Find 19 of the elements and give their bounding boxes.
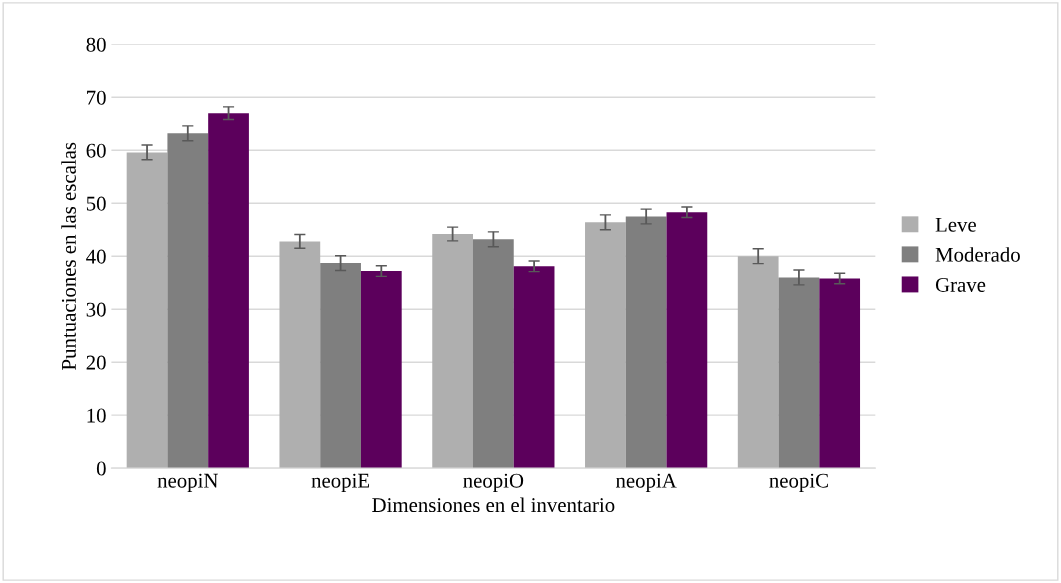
legend-label: Grave: [935, 277, 986, 292]
x-tick-label: neopiA: [615, 473, 677, 492]
y-tick-label: 0: [96, 461, 106, 476]
y-tick-label: 10: [87, 408, 106, 423]
x-tick-label: neopiO: [463, 473, 524, 492]
y-tick-label: 30: [86, 302, 106, 317]
x-axis-title: Dimensiones en el inventario: [372, 497, 615, 513]
y-tick-label: 80: [86, 37, 106, 52]
y-tick-label: 20: [86, 355, 106, 370]
y-tick-label: 40: [86, 249, 106, 264]
x-tick-label: neopiN: [157, 473, 218, 492]
legend-label: Leve: [935, 217, 976, 232]
legend-label: Moderado: [935, 247, 1020, 262]
y-tick-label: 70: [87, 90, 106, 105]
y-axis-title: Puntuaciones en las escalas: [61, 142, 76, 370]
x-tick-label: neopiE: [311, 473, 370, 492]
y-tick-label: 60: [86, 143, 106, 158]
x-tick-label: neopiC: [769, 473, 828, 492]
y-tick-label: 50: [86, 196, 106, 211]
